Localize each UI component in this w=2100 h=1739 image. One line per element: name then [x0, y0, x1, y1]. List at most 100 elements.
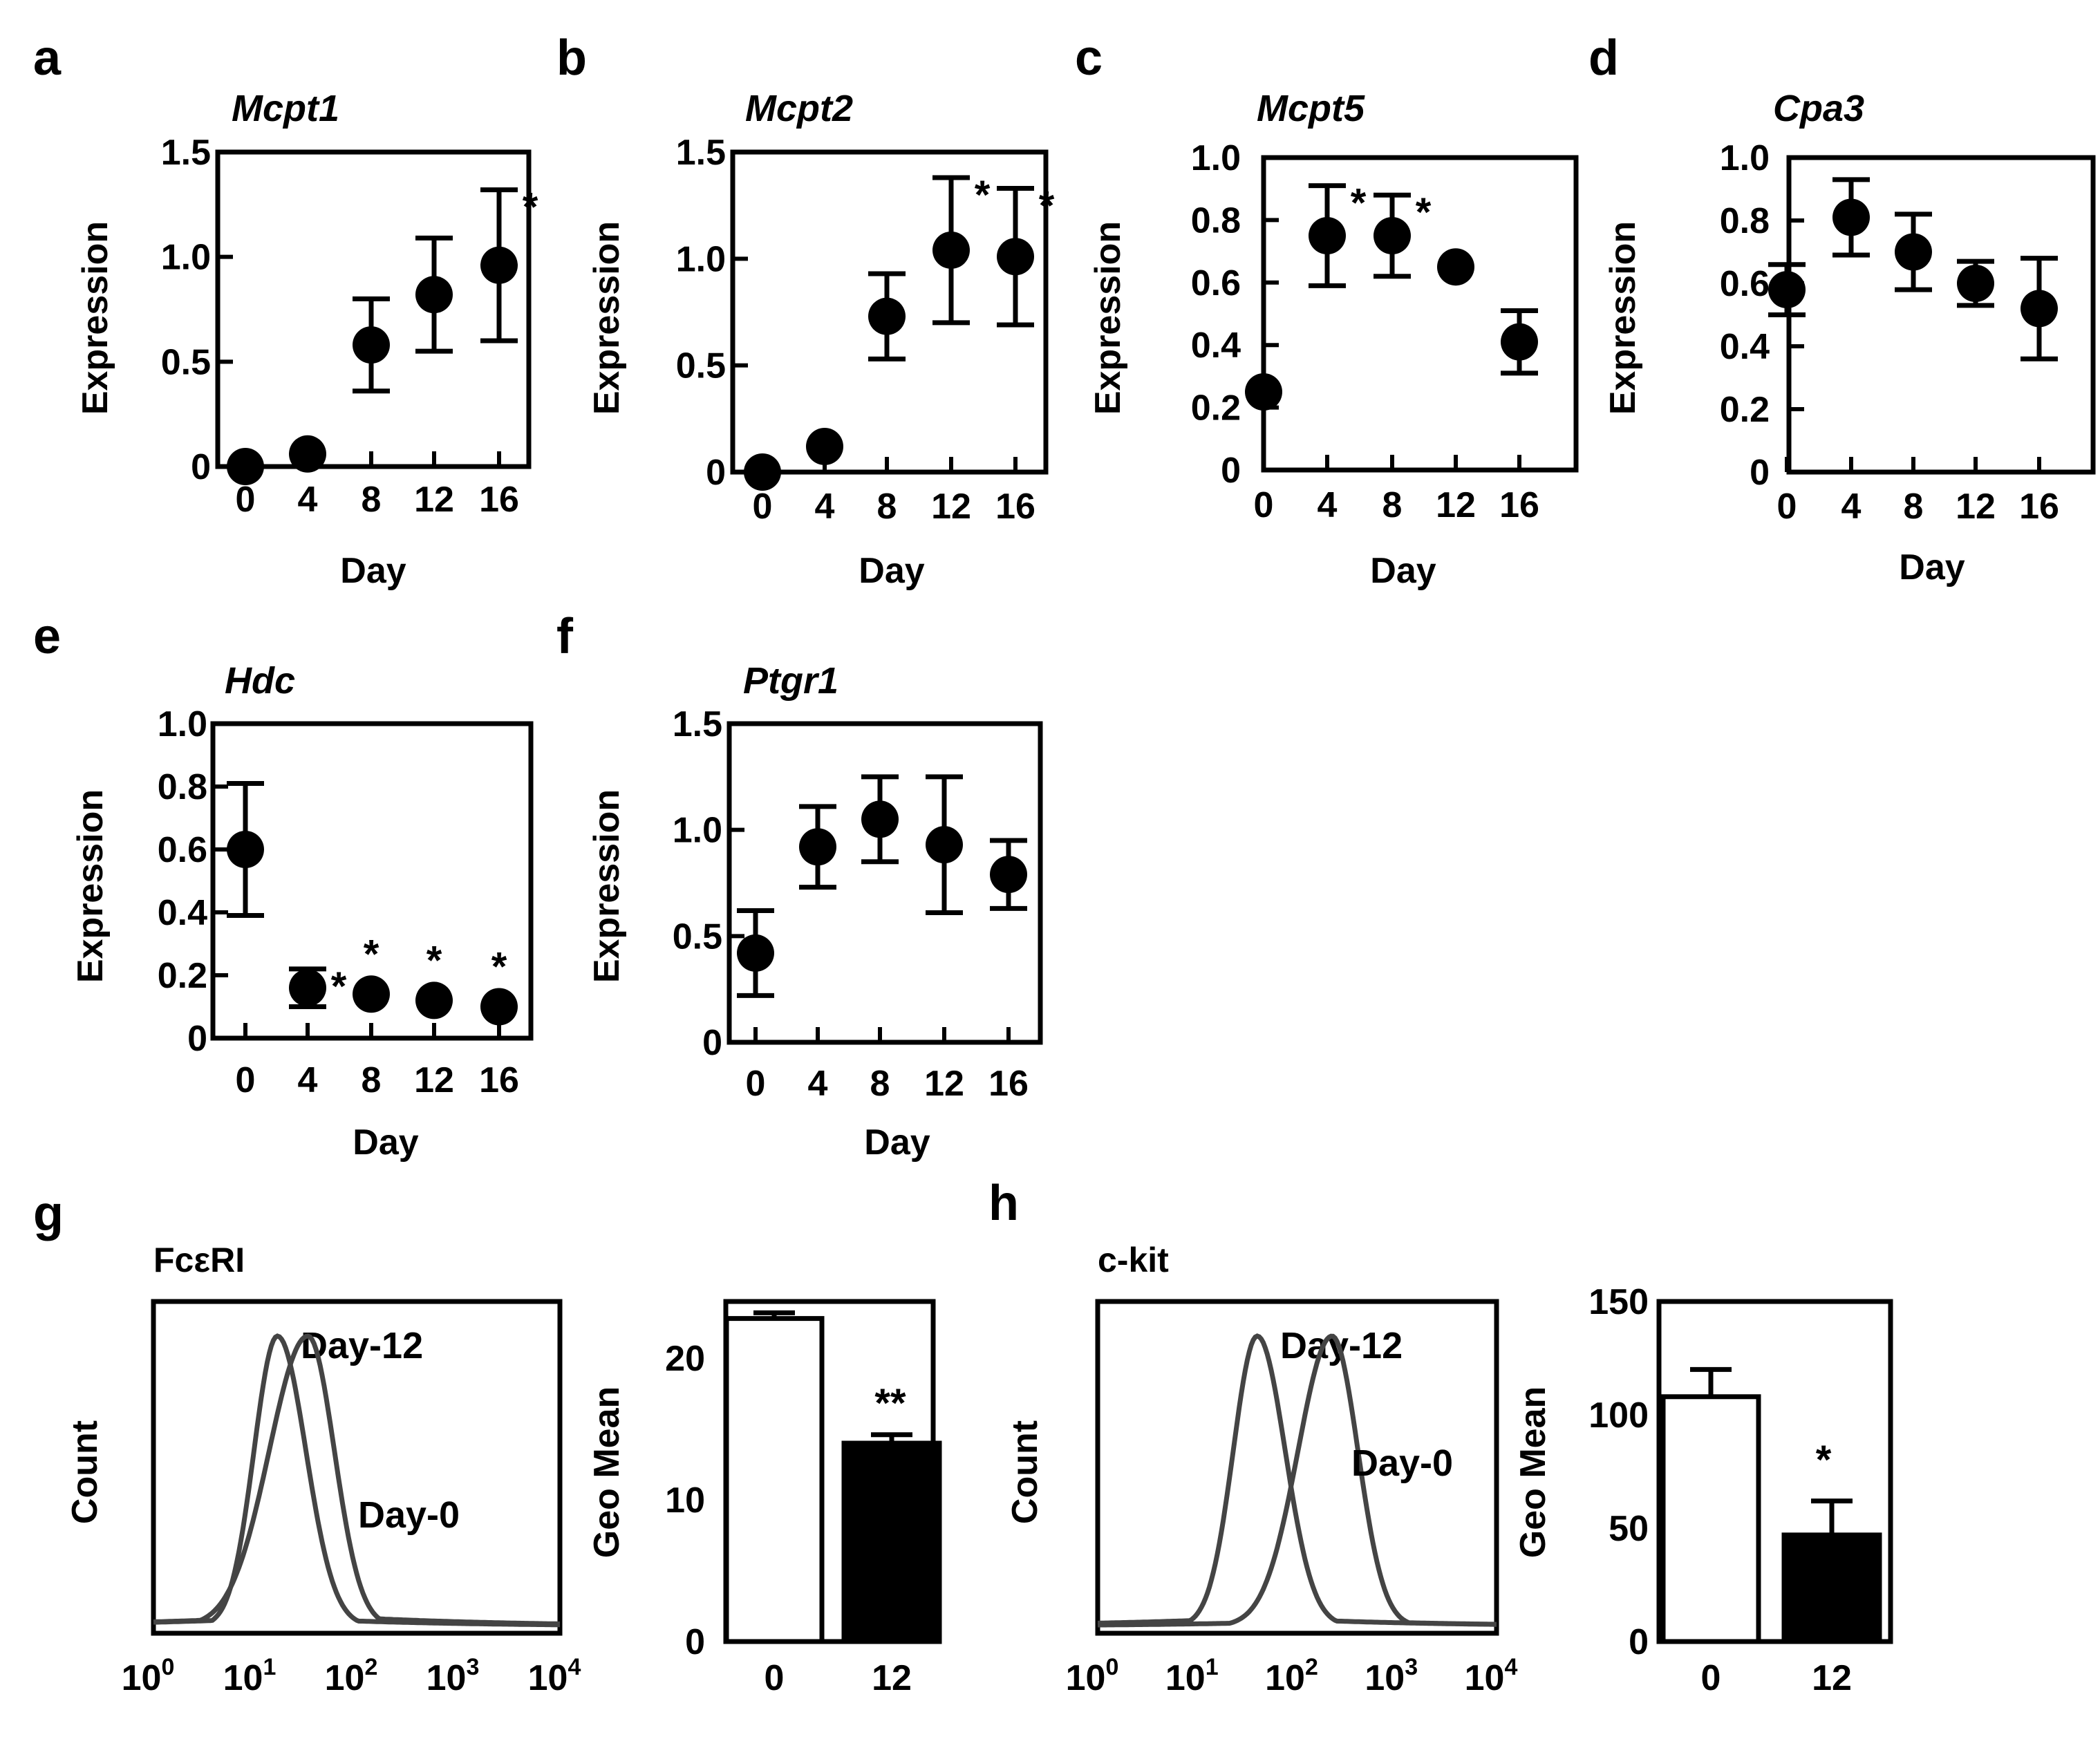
- panel-c-ytick-label: 0: [1221, 451, 1241, 491]
- panel-b-x-axis-label: Day: [859, 551, 924, 591]
- panel-b-title: Mcpt2: [745, 88, 853, 129]
- panel-h-bar-frame: [1656, 1299, 1893, 1644]
- panel-b-xtick-label: 8: [877, 487, 897, 527]
- panel-d-title: Cpa3: [1773, 88, 1864, 129]
- panel-a-xtick-label: 8: [362, 480, 382, 520]
- panel-h-y-axis-label: Count: [1005, 1420, 1045, 1524]
- panel-c-data-point: [1245, 373, 1282, 411]
- panel-d-data-point: [1768, 271, 1806, 309]
- panel-d-ytick-label: 0.6: [1720, 264, 1770, 304]
- panel-f-xtick-label: 0: [746, 1064, 766, 1104]
- panel-b-ytick-label: 0: [706, 453, 726, 493]
- panel-a-data-point: [480, 246, 518, 284]
- panel-f-title: Ptgr1: [743, 660, 838, 702]
- panel-g-xtick-label: 102: [325, 1654, 378, 1698]
- panel-e-data-point: [289, 969, 326, 1007]
- panel-c-significance-star: *: [1351, 181, 1367, 226]
- panel-c-xtick-label: 0: [1254, 485, 1274, 525]
- panel-g-histogram-frame: [151, 1299, 563, 1636]
- panel-f-x-axis-label: Day: [864, 1122, 930, 1163]
- panel-h-letter: h: [988, 1176, 1019, 1231]
- panel-d-ytick-label: 0.2: [1720, 390, 1770, 430]
- panel-d-data-point: [2021, 290, 2058, 328]
- panel-e-xtick-label: 0: [236, 1060, 256, 1100]
- panel-d-xtick-label: 4: [1841, 487, 1862, 527]
- panel-g-xtick-label: 103: [426, 1654, 480, 1698]
- panel-b-ytick-label: 1.5: [676, 133, 726, 173]
- panel-d-letter: d: [1588, 30, 1619, 86]
- panel-e-ytick-label: 0.4: [158, 893, 207, 933]
- panel-g-xtick-label: 100: [122, 1654, 175, 1698]
- panel-e-xtick-label: 8: [362, 1060, 382, 1100]
- panel-h-category-label: 12: [1812, 1658, 1852, 1698]
- panel-a-data-point: [289, 435, 326, 473]
- panel-c-letter: c: [1075, 30, 1103, 86]
- panel-f-plot-frame: [726, 721, 1043, 1045]
- panel-f-data-point: [926, 826, 963, 864]
- panel-g-histogram-curve-day-0: [153, 1333, 560, 1626]
- panel-f-y-axis-label: Expression: [587, 789, 627, 983]
- panel-h-bar-12: [1781, 1532, 1882, 1644]
- panel-f-data-point: [799, 828, 836, 866]
- panel-f-ytick-label: 1.5: [673, 704, 722, 744]
- panel-b-data-point: [806, 427, 843, 465]
- panel-e-letter: e: [33, 609, 61, 664]
- panel-b-xtick-label: 0: [753, 487, 773, 527]
- panel-c-data-point: [1501, 323, 1538, 361]
- panel-h-histogram-curve-day-0: [1097, 1333, 1497, 1628]
- panel-h-ytick-label: 100: [1588, 1395, 1649, 1436]
- panel-d-data-point: [1832, 198, 1870, 236]
- panel-h-bar-0: [1660, 1394, 1761, 1644]
- panel-f-data-point: [737, 934, 774, 972]
- panel-g-xtick-label: 104: [528, 1654, 581, 1698]
- panel-d-ytick-label: 1.0: [1720, 138, 1770, 178]
- panel-c-significance-star: *: [1416, 190, 1432, 235]
- panel-e-xtick-label: 4: [298, 1060, 318, 1100]
- panel-d-xtick-label: 16: [2019, 487, 2059, 527]
- panel-e-y-axis-label: Expression: [71, 789, 111, 983]
- panel-e-xtick-label: 16: [479, 1060, 519, 1100]
- panel-e-data-point: [480, 988, 518, 1026]
- panel-b-plot-frame: [730, 149, 1049, 475]
- panel-e-xtick-label: 12: [414, 1060, 454, 1100]
- panel-e-ytick-label: 0.8: [158, 767, 207, 807]
- panel-e-ytick-label: 0: [187, 1019, 207, 1059]
- panel-c-xtick-label: 12: [1436, 485, 1476, 525]
- panel-e-data-point: [353, 975, 390, 1013]
- panel-e-ytick-label: 0.2: [158, 956, 207, 996]
- panel-c-ytick-label: 1.0: [1191, 138, 1241, 178]
- panel-g-xtick-label: 101: [223, 1654, 276, 1698]
- panel-h-ytick-label: 50: [1609, 1509, 1649, 1549]
- panel-e-data-point: [415, 981, 453, 1019]
- panel-b-significance-star: *: [975, 173, 991, 218]
- panel-b-significance-star: *: [1039, 183, 1055, 228]
- panel-a-data-point: [353, 326, 390, 364]
- panel-a-xtick-label: 12: [414, 480, 454, 520]
- panel-f-ytick-label: 0.5: [673, 916, 722, 957]
- panel-f-ytick-label: 0: [702, 1023, 722, 1063]
- panel-f-xtick-label: 16: [988, 1064, 1029, 1104]
- panel-b-y-axis-label: Expression: [587, 221, 627, 415]
- panel-g-bar-0: [724, 1316, 825, 1644]
- panel-b-xtick-label: 16: [995, 487, 1035, 527]
- panel-e-significance-star: *: [426, 938, 442, 983]
- panel-d-ytick-label: 0.4: [1720, 327, 1770, 367]
- panel-c-ytick-label: 0.6: [1191, 263, 1241, 303]
- panel-f-letter: f: [556, 609, 574, 664]
- panel-e-significance-star: *: [491, 945, 507, 990]
- panel-h-significance-star: *: [1816, 1438, 1832, 1483]
- panel-c-ytick-label: 0.2: [1191, 388, 1241, 429]
- panel-f-xtick-label: 8: [870, 1064, 890, 1104]
- panel-h-ytick-label: 150: [1588, 1282, 1649, 1322]
- panel-a-ytick-label: 1.0: [161, 238, 211, 278]
- panel-b-letter: b: [556, 30, 587, 86]
- panel-a-letter: a: [33, 30, 62, 86]
- panel-d-data-point: [1957, 265, 1994, 302]
- panel-f-xtick-label: 12: [924, 1064, 964, 1104]
- panel-g-ytick-label: 20: [665, 1339, 705, 1379]
- panel-a-data-point: [415, 276, 453, 314]
- panel-h-xtick-label: 103: [1365, 1654, 1418, 1698]
- panel-h-xtick-label: 101: [1165, 1654, 1219, 1698]
- panel-a-xtick-label: 0: [236, 480, 256, 520]
